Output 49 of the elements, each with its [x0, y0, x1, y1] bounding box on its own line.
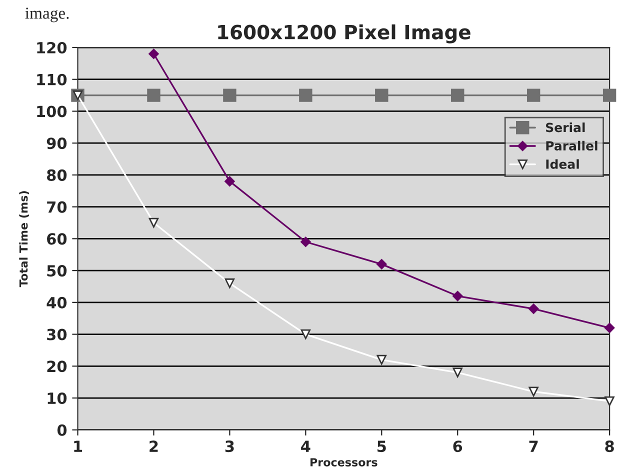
x-tick-label: 7 — [529, 440, 538, 452]
x-tick-label: 8 — [605, 440, 614, 452]
point — [452, 290, 463, 302]
point — [375, 88, 388, 102]
x-tick-label: 1 — [74, 440, 82, 452]
text: image. — [25, 8, 69, 22]
point — [451, 88, 464, 102]
point — [528, 386, 538, 396]
x-tick-label: 3 — [225, 440, 234, 452]
y-tick-label: 80 — [47, 169, 67, 181]
x-tick-label: 4 — [301, 440, 310, 452]
point — [224, 176, 235, 186]
y-tick-label: 10 — [48, 392, 67, 404]
y-tick-label: 40 — [46, 296, 67, 308]
point — [300, 236, 311, 247]
point — [224, 278, 235, 288]
x-axis-title: Processors — [310, 458, 378, 466]
y-tick-label: 120 — [37, 42, 67, 54]
y-tick-label: 50 — [47, 265, 67, 277]
point — [376, 354, 387, 365]
legend-label: Parallel — [546, 140, 598, 151]
point — [602, 88, 616, 102]
y-tick-label: 100 — [37, 106, 67, 118]
y-tick-label: 0 — [57, 424, 67, 436]
point — [376, 259, 387, 270]
point — [528, 304, 539, 314]
point — [604, 322, 615, 334]
y-tick-label: 110 — [37, 74, 67, 86]
point — [148, 218, 159, 228]
point — [300, 329, 311, 340]
point — [148, 48, 159, 59]
y-tick-label: 70 — [47, 201, 67, 213]
point — [223, 88, 236, 102]
point — [299, 88, 312, 102]
y-tick-label: 20 — [47, 360, 67, 372]
point — [452, 368, 462, 378]
point — [526, 88, 540, 102]
x-tick-label: 6 — [453, 440, 462, 452]
y-axis-title: Total Time (ms) — [19, 191, 30, 288]
legend-label: Ideal — [546, 159, 579, 169]
point — [604, 396, 614, 406]
x-tick-label: 2 — [150, 440, 158, 452]
y-tick-label: 30 — [47, 328, 67, 340]
chart-title: 1600x1200 Pixel Image — [218, 24, 470, 44]
y-tick-label: 60 — [47, 233, 67, 245]
legend-label: Serial — [546, 122, 585, 132]
y-tick-label: 90 — [46, 138, 67, 150]
point — [147, 88, 160, 102]
x-tick-label: 5 — [378, 440, 386, 452]
